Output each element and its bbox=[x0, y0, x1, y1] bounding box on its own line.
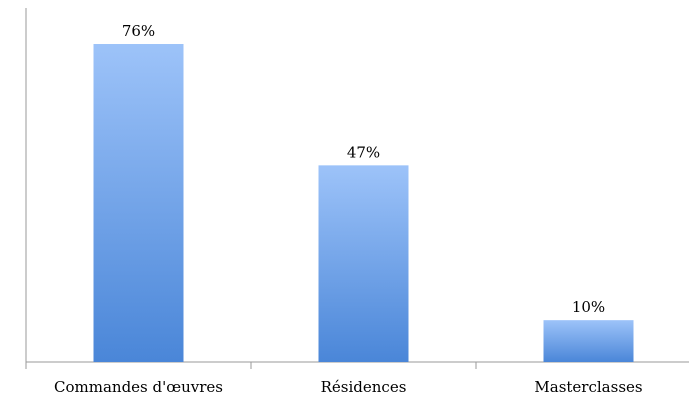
bar-0 bbox=[93, 44, 184, 362]
bars-group bbox=[93, 44, 634, 362]
bar-1 bbox=[318, 165, 409, 362]
value-label-1: 47% bbox=[347, 143, 380, 161]
value-label-2: 10% bbox=[572, 298, 605, 316]
labels-group: 76% Commandes d'œuvres 47% Résidences 10% Mas… bbox=[54, 22, 643, 396]
category-label-0: Commandes d'œuvres bbox=[54, 378, 223, 396]
category-label-1: Résidences bbox=[321, 378, 407, 396]
x-ticks-group bbox=[25, 362, 477, 369]
bar-2 bbox=[543, 320, 634, 362]
category-label-2: Masterclasses bbox=[534, 378, 642, 396]
value-label-0: 76% bbox=[122, 22, 155, 40]
